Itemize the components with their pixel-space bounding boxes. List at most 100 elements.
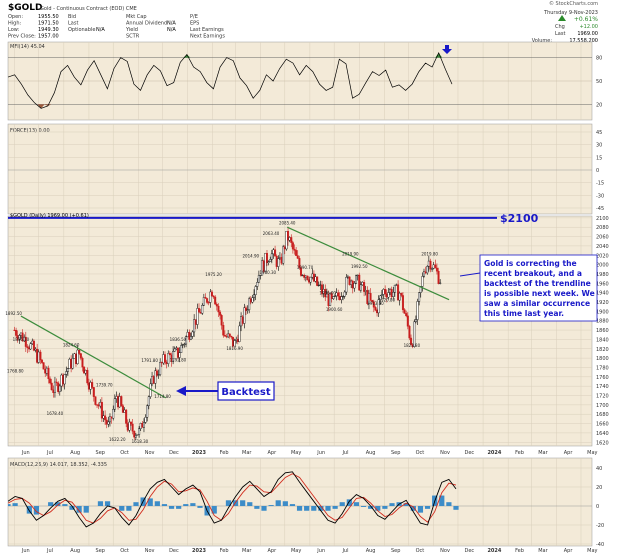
candle-body [18, 335, 21, 340]
candle-body [356, 274, 359, 277]
commentary-line: this time last year. [484, 309, 564, 318]
candle-body [361, 282, 364, 286]
x-tick-label: May [291, 450, 301, 456]
price-tick-label: 1680 [596, 412, 609, 418]
force-tick-label: -30 [596, 193, 604, 199]
macd-histogram-bar [360, 506, 367, 507]
price-value-label: 1791.80 [141, 358, 158, 363]
mfi-line [8, 52, 453, 109]
backtest-box [217, 381, 275, 401]
macd-histogram-bar [12, 503, 18, 506]
commentary-box [479, 254, 598, 322]
candle-body [267, 261, 270, 263]
macd-gridlines [8, 458, 592, 546]
x-tick-label: 2024 [487, 548, 501, 554]
macd-tick-label: 0 [596, 504, 599, 510]
candle-body [86, 369, 89, 384]
candle-body [55, 381, 58, 384]
last-value: 1969.00 [577, 31, 598, 37]
candle-body [384, 289, 387, 295]
stat-value: N/A [96, 27, 105, 33]
candle-body [254, 286, 257, 295]
candle-body [424, 271, 427, 274]
price-value-label: 1714.80 [154, 394, 171, 399]
macd-histogram-bar [55, 502, 61, 506]
candle-body [288, 237, 291, 241]
candle-body [222, 325, 225, 336]
candle-body [92, 387, 95, 397]
macd-histogram-bar [296, 506, 303, 511]
chart-subtitle: Gold - Continuous Contract (EOD) CME [40, 6, 137, 12]
mfi-panel: MFI(14) 45.04 80 50 20 [7, 41, 602, 121]
candle-body [198, 308, 201, 313]
price-tick-label: 1980 [596, 272, 609, 278]
macd-tick-labels: 40 20 0 -20 -40 [596, 466, 604, 548]
candle-body [31, 340, 34, 344]
backtest-text: Backtest [221, 387, 270, 398]
macd-histogram-bar [410, 506, 416, 511]
candle-body [102, 415, 105, 419]
x-tick-label: Oct [120, 450, 129, 456]
macd-histogram-bar [403, 503, 409, 506]
stat-label: Optionable [68, 27, 95, 33]
price-value-label: 1618.30 [132, 439, 149, 444]
candle-body [369, 293, 372, 301]
x-tick-label: Mar [242, 450, 252, 456]
candle-body [202, 297, 205, 306]
candle-body [131, 423, 134, 432]
candle-body [29, 343, 32, 350]
force-tick-label: -15 [596, 181, 604, 187]
candle-body [110, 416, 113, 419]
candle-body [390, 289, 393, 297]
candle-body [376, 310, 379, 314]
macd-histogram-bar [104, 501, 111, 506]
price-tick-label: 1940 [596, 291, 609, 297]
candle-body [107, 421, 110, 425]
candle-body [172, 351, 175, 362]
candle-body [100, 401, 103, 419]
candle-body [337, 292, 340, 297]
x-tick-label: Apr [268, 548, 278, 554]
candle-body [66, 368, 69, 372]
x-tick-label: Sep [391, 450, 400, 456]
candle-body [316, 276, 319, 286]
candle-body [397, 284, 400, 301]
candle-body [377, 299, 380, 314]
candle-body [439, 282, 442, 284]
macd-histogram-bar [332, 506, 338, 509]
candle-body [241, 316, 244, 324]
x-tick-label: Mar [538, 548, 548, 554]
candle-body [130, 421, 133, 425]
candle-body [45, 367, 48, 374]
candle-body [186, 331, 189, 337]
candle-body [335, 292, 338, 297]
candle-body [176, 347, 179, 358]
x-tick-label: Nov [440, 548, 450, 554]
candle-body [324, 289, 327, 298]
candle-body [26, 346, 29, 348]
candle-body [13, 329, 16, 331]
candle-body [121, 405, 124, 413]
macd-histogram-bar [318, 506, 324, 511]
candle-body [57, 382, 60, 392]
macd-histogram-bar [126, 506, 132, 511]
macd-histogram-bar [83, 506, 89, 513]
price-value-label: 1975.20 [205, 272, 222, 277]
candle-body [228, 333, 231, 337]
candle-body [168, 353, 171, 356]
candle-body [76, 349, 79, 365]
candle-body [332, 296, 335, 300]
candle-body [371, 299, 374, 302]
candle-body [358, 274, 361, 291]
price-value-label: 1678.40 [47, 411, 64, 416]
candle-body [269, 259, 272, 262]
candle-body [58, 385, 61, 392]
macd-histogram-bar [254, 506, 260, 509]
candle-body [253, 294, 256, 299]
candle-body [50, 382, 53, 391]
price-value-label: 1900.60 [326, 307, 343, 312]
macd-histogram-bar [154, 501, 160, 506]
candle-body [329, 293, 332, 306]
